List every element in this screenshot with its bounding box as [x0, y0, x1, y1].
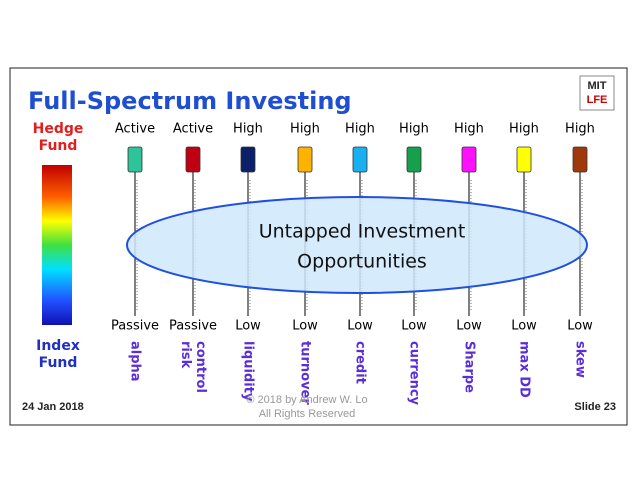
footer-date: 24 Jan 2018	[22, 401, 84, 413]
slider-knob	[406, 146, 422, 173]
bottom-label: Low	[511, 319, 537, 334]
bottom-label: Low	[456, 319, 482, 334]
slider-knob	[516, 146, 532, 173]
center-text: Untapped Investment	[259, 221, 466, 243]
copyright: © 2018 by Andrew W. Lo	[246, 394, 367, 406]
slider-knob	[352, 146, 368, 173]
hedge-label: Fund	[39, 138, 78, 154]
slider-knob	[297, 146, 313, 173]
slide-number: Slide 23	[574, 401, 616, 413]
bottom-label: Passive	[111, 319, 159, 334]
factor-name: risk	[178, 341, 193, 369]
copyright: All Rights Reserved	[259, 408, 356, 420]
top-label: High	[454, 122, 484, 137]
top-label: Active	[115, 122, 155, 137]
top-label: High	[399, 122, 429, 137]
center-text: Opportunities	[297, 251, 427, 273]
bottom-label: Low	[347, 319, 373, 334]
opportunity-ellipse	[126, 196, 588, 294]
factor-name: max DD	[517, 341, 532, 398]
factor-name: skew	[573, 341, 588, 378]
bottom-label: Low	[567, 319, 593, 334]
hedge-label: Hedge	[33, 121, 84, 137]
index-label: Index	[36, 338, 80, 354]
top-label: High	[509, 122, 539, 137]
logo-text: LFE	[587, 94, 608, 106]
logo-text: MIT	[588, 80, 607, 92]
top-label: High	[565, 122, 595, 137]
bottom-label: Low	[235, 319, 261, 334]
factor-name: turnover	[298, 341, 313, 405]
bottom-label: Low	[292, 319, 318, 334]
logo-box	[579, 75, 615, 111]
slider-knob	[185, 146, 201, 173]
factor-name: liquidity	[241, 341, 256, 402]
factor-name: alpha	[128, 341, 143, 382]
factor-name: Sharpe	[462, 341, 477, 393]
top-label: High	[345, 122, 375, 137]
top-label: High	[233, 122, 263, 137]
bottom-label: Passive	[169, 319, 217, 334]
factor-name: control	[193, 341, 208, 393]
slider-knob	[461, 146, 477, 173]
slider-knob	[240, 146, 256, 173]
bottom-label: Low	[401, 319, 427, 334]
index-label: Fund	[39, 355, 78, 371]
slider-knob	[127, 146, 143, 173]
factor-name: credit	[353, 341, 368, 384]
title: Full-Spectrum Investing	[28, 87, 352, 115]
factor-name: currency	[407, 341, 422, 406]
spectrum-bar	[42, 165, 72, 325]
top-label: Active	[173, 122, 213, 137]
slider-knob	[572, 146, 588, 173]
top-label: High	[290, 122, 320, 137]
